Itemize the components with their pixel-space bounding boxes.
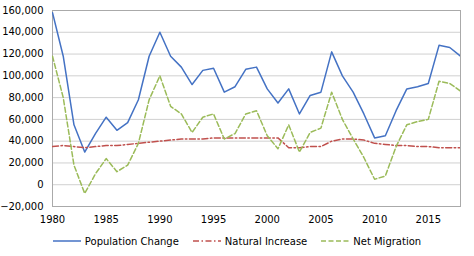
- html-text:Net Migration: Net Migration: [353, 235, 422, 247]
- svg-text:1980: 1980: [40, 214, 65, 225]
- svg-text:−20,000: −20,000: [0, 201, 43, 212]
- svg-text:140,000: 140,000: [2, 26, 43, 37]
- svg-text:80,000: 80,000: [9, 92, 44, 103]
- svg-text:120,000: 120,000: [2, 48, 43, 59]
- svg-text:20,000: 20,000: [9, 157, 44, 168]
- html-text:Natural Increase: Natural Increase: [224, 235, 308, 247]
- svg-text:2000: 2000: [255, 214, 280, 225]
- svg-text:1990: 1990: [147, 214, 172, 225]
- svg-text:1995: 1995: [201, 214, 226, 225]
- svg-text:40,000: 40,000: [9, 135, 44, 146]
- svg-text:100,000: 100,000: [2, 70, 43, 81]
- svg-text:160,000: 160,000: [2, 5, 43, 16]
- svg-text:2010: 2010: [362, 214, 387, 225]
- svg-text:1985: 1985: [93, 214, 118, 225]
- svg-text:60,000: 60,000: [9, 114, 44, 125]
- svg-text:2005: 2005: [308, 214, 333, 225]
- svg-text:0: 0: [37, 179, 43, 190]
- html-text:Population Change: Population Change: [84, 235, 179, 247]
- svg-text:2015: 2015: [416, 214, 441, 225]
